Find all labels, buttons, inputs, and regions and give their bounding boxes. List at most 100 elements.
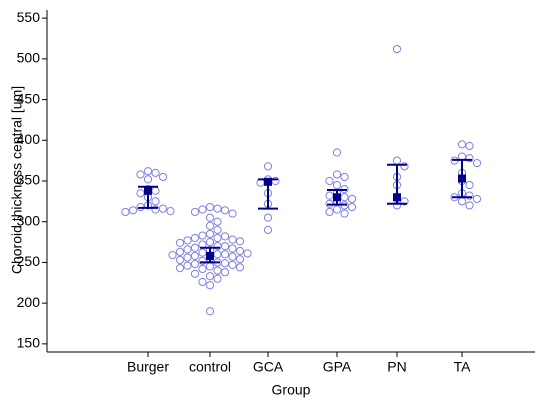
data-point <box>205 307 215 316</box>
data-point <box>205 213 215 222</box>
data-point <box>465 180 474 190</box>
data-point <box>213 250 222 259</box>
data-point <box>472 158 482 168</box>
data-point <box>158 204 168 213</box>
data-point <box>220 232 230 241</box>
data-point <box>332 170 342 179</box>
data-point <box>175 264 185 273</box>
data-point <box>213 217 222 226</box>
data-point <box>205 221 215 230</box>
data-point <box>220 242 230 251</box>
x-tick-label: PN <box>387 359 406 375</box>
data-point <box>213 204 222 213</box>
data-point <box>340 172 349 182</box>
data-point <box>143 175 153 184</box>
data-point <box>263 225 273 234</box>
mean-marker <box>144 186 152 195</box>
data-point <box>190 251 200 261</box>
data-point <box>400 162 409 171</box>
y-tick-label: 500 <box>17 50 41 66</box>
data-point <box>325 176 334 186</box>
data-point <box>205 202 215 212</box>
data-point <box>325 207 334 217</box>
data-point <box>190 243 200 252</box>
data-point <box>457 140 467 149</box>
data-point <box>136 170 145 179</box>
data-point <box>220 206 230 215</box>
data-point <box>198 264 207 274</box>
data-point <box>340 193 349 202</box>
data-point <box>151 186 160 195</box>
data-point <box>151 205 160 214</box>
data-point <box>198 248 207 257</box>
data-point <box>213 233 222 243</box>
mean-marker <box>458 174 466 183</box>
y-tick-label: 250 <box>17 253 41 269</box>
data-point <box>205 237 215 247</box>
data-point <box>263 162 273 171</box>
y-tick-label: 150 <box>17 335 41 351</box>
data-point <box>392 156 402 165</box>
data-point <box>243 249 252 258</box>
data-point <box>228 235 237 244</box>
data-point <box>151 168 160 177</box>
data-point <box>198 231 207 240</box>
data-point <box>128 206 138 215</box>
data-point <box>183 261 192 270</box>
data-point <box>175 238 185 247</box>
data-point <box>220 250 230 259</box>
data-point <box>400 197 409 206</box>
data-point <box>347 194 357 204</box>
y-axis-label: Choroid thickness central [um] <box>9 86 25 274</box>
y-tick-label: 350 <box>17 172 41 188</box>
data-point <box>228 252 237 261</box>
data-point <box>166 207 175 216</box>
mean-marker <box>206 251 214 260</box>
data-point <box>175 255 185 265</box>
data-point <box>465 191 474 200</box>
data-point <box>228 244 237 253</box>
data-point <box>183 245 192 254</box>
x-tick-label: GPA <box>323 359 352 375</box>
data-point <box>392 44 402 54</box>
data-point <box>190 259 200 269</box>
data-point <box>213 274 222 283</box>
data-point <box>190 233 200 243</box>
mean-marker <box>333 193 341 202</box>
x-axis-label: Group <box>272 382 311 398</box>
data-point <box>235 246 245 256</box>
data-point <box>136 189 145 198</box>
data-point <box>457 197 467 206</box>
data-point <box>151 197 160 206</box>
data-point <box>472 194 482 204</box>
data-point <box>220 268 230 277</box>
data-point <box>198 256 207 265</box>
mean-marker <box>264 177 272 186</box>
y-tick-label: 200 <box>17 294 41 310</box>
data-point <box>205 281 215 290</box>
data-point <box>228 209 237 218</box>
data-point <box>198 277 207 287</box>
data-point <box>220 259 230 268</box>
data-point <box>235 237 245 246</box>
data-point <box>332 205 342 214</box>
data-point <box>235 263 245 272</box>
data-point <box>325 191 334 200</box>
data-point <box>235 255 245 264</box>
data-point <box>332 180 342 190</box>
data-point <box>168 251 177 260</box>
data-point <box>158 172 168 182</box>
data-point <box>183 253 192 262</box>
data-point <box>213 266 222 275</box>
data-point <box>121 207 130 217</box>
y-tick-label: 300 <box>17 212 41 228</box>
data-point <box>465 154 474 163</box>
data-point <box>205 229 215 239</box>
mean-marker <box>393 193 401 202</box>
data-point <box>175 247 185 256</box>
data-point <box>263 213 273 222</box>
y-tick-label: 550 <box>17 9 41 25</box>
data-point <box>213 225 222 234</box>
data-point <box>228 260 237 269</box>
